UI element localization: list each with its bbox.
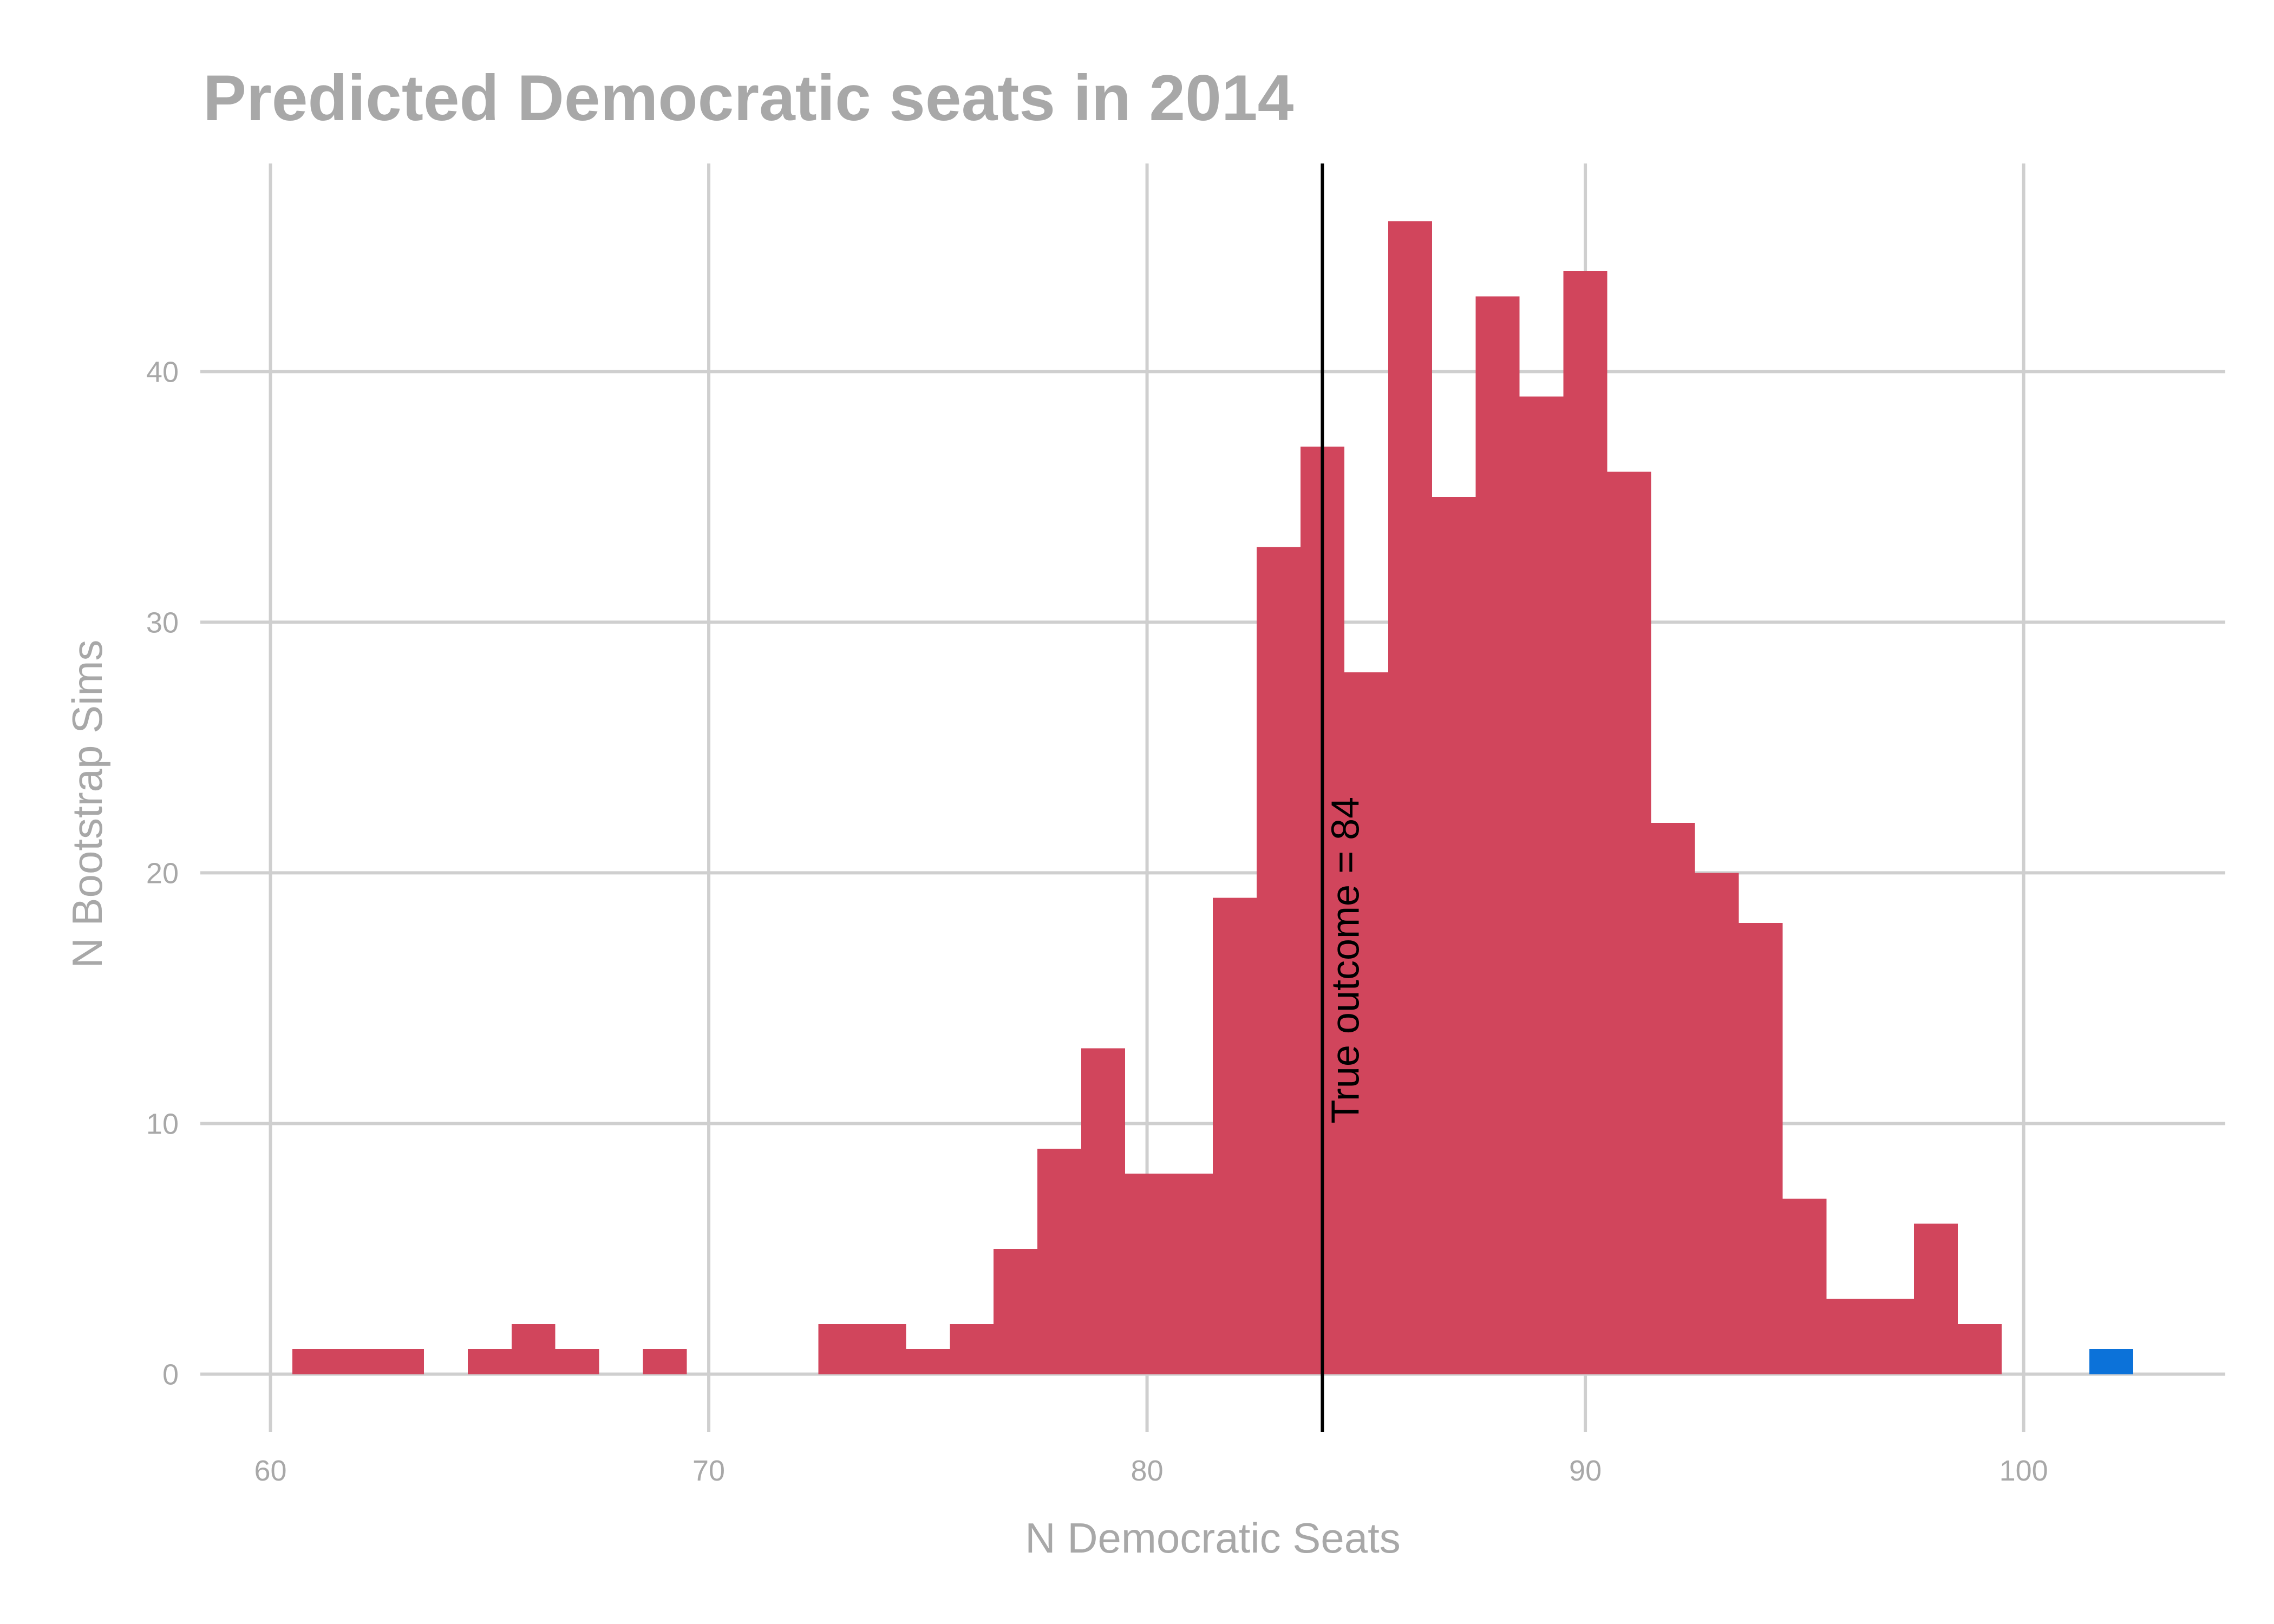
y-tick-label-30: 30 — [146, 606, 179, 639]
bar-92 — [1651, 822, 1695, 1374]
true-outcome-label: True outcome = 84 — [1324, 797, 1367, 1124]
bar-87 — [1432, 496, 1476, 1374]
x-tick-label-80: 80 — [1131, 1455, 1164, 1487]
bar-73 — [818, 1324, 862, 1374]
axis-ticks: 60 70 80 90 100 0 10 20 30 40 — [146, 356, 2048, 1487]
bar-85 — [1344, 672, 1388, 1374]
bar-81 — [1169, 1174, 1213, 1374]
x-tick-label-90: 90 — [1569, 1455, 1602, 1487]
bar-69 — [643, 1349, 687, 1374]
bar-94 — [1739, 923, 1783, 1374]
bar-61 — [292, 1349, 336, 1374]
x-tick-label-60: 60 — [254, 1455, 286, 1487]
y-tick-label-0: 0 — [162, 1359, 179, 1391]
reference-line-group: True outcome = 84 — [1321, 163, 1367, 1432]
bar-79 — [1081, 1048, 1126, 1374]
bar-66 — [511, 1324, 556, 1374]
bar-97 — [1870, 1299, 1914, 1374]
bar-63 — [380, 1349, 424, 1374]
bar-90 — [1563, 271, 1608, 1374]
bar-65 — [467, 1349, 512, 1374]
bar-67 — [555, 1349, 599, 1374]
x-tick-label-100: 100 — [1999, 1455, 2048, 1487]
bar-83 — [1256, 547, 1301, 1374]
bar-74 — [862, 1324, 906, 1374]
y-tick-label-10: 10 — [146, 1108, 179, 1140]
bar-91 — [1607, 472, 1651, 1374]
histogram-bars — [292, 221, 2133, 1374]
chart-title: Predicted Democratic seats in 2014 — [203, 62, 1294, 134]
bar-75 — [906, 1349, 950, 1374]
bar-89 — [1519, 396, 1564, 1374]
bar-80 — [1125, 1174, 1169, 1374]
bar-88 — [1475, 296, 1520, 1374]
y-tick-label-40: 40 — [146, 356, 179, 388]
bar-77 — [994, 1248, 1038, 1374]
bar-98 — [1914, 1223, 1958, 1374]
bar-95 — [1782, 1199, 1827, 1374]
x-axis-title: N Democratic Seats — [1025, 1514, 1401, 1562]
x-tick-label-70: 70 — [692, 1455, 725, 1487]
bar-82 — [1213, 898, 1257, 1374]
y-axis-title: N Bootstrap Sims — [63, 640, 111, 968]
y-tick-label-20: 20 — [146, 857, 179, 889]
bar-99 — [1958, 1324, 2002, 1374]
bar-86 — [1388, 221, 1432, 1374]
bar-62 — [336, 1349, 380, 1374]
bar-102 — [2089, 1349, 2133, 1374]
bar-93 — [1695, 873, 1739, 1374]
bar-96 — [1826, 1299, 1871, 1374]
bar-78 — [1037, 1148, 1082, 1374]
bar-76 — [950, 1324, 994, 1374]
